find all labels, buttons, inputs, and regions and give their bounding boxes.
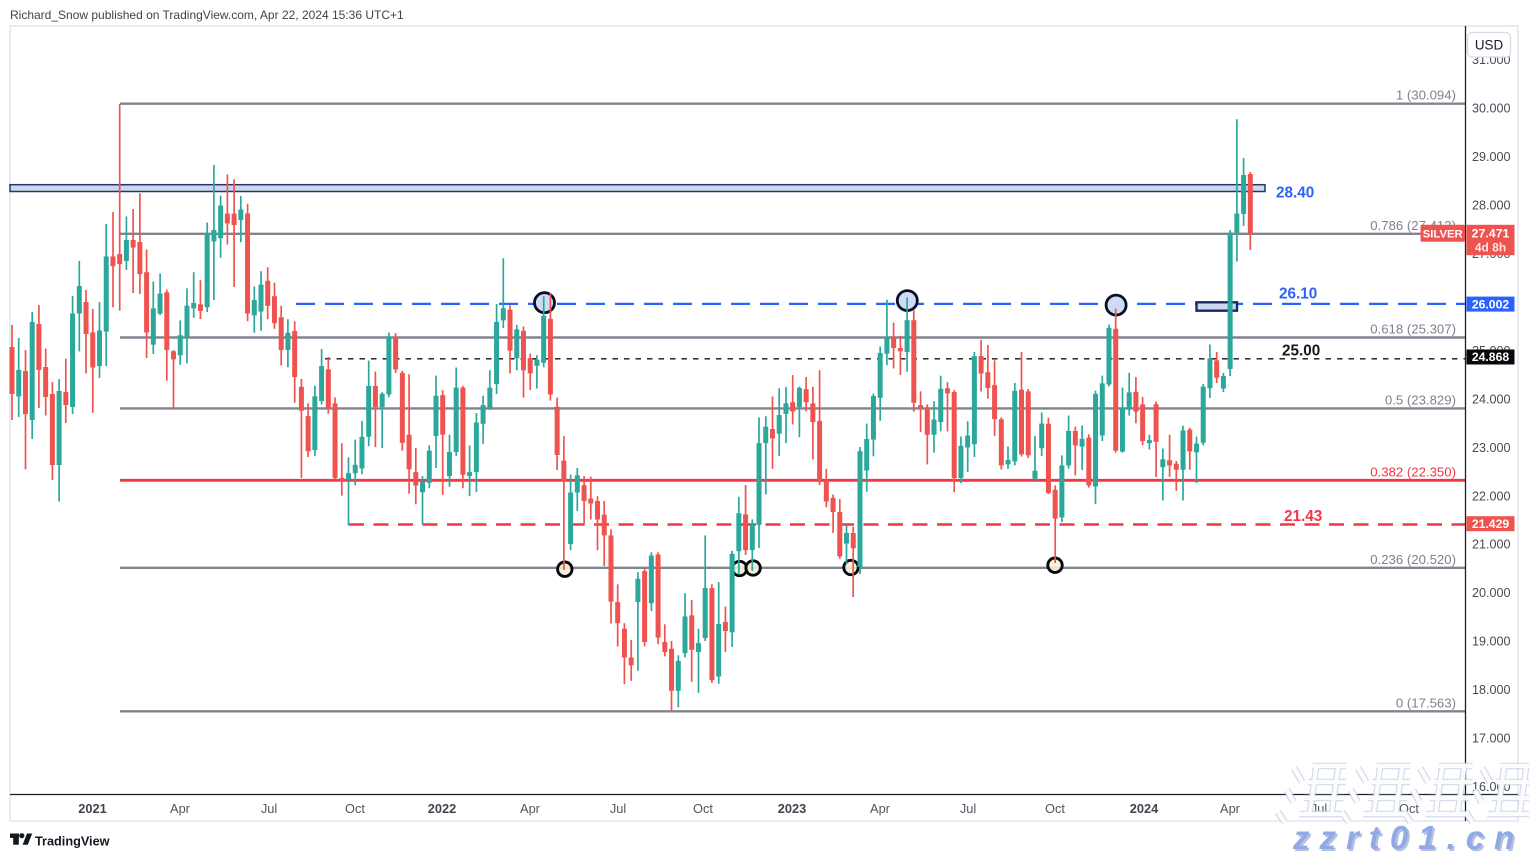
svg-text:Richard_Snow published on Trad: Richard_Snow published on TradingView.co… bbox=[10, 8, 404, 22]
svg-text:4d 8h: 4d 8h bbox=[1475, 240, 1506, 254]
svg-text:0 (17.563): 0 (17.563) bbox=[1396, 695, 1456, 710]
svg-text:1 (30.094): 1 (30.094) bbox=[1396, 88, 1456, 103]
svg-text:2024: 2024 bbox=[1130, 801, 1159, 816]
svg-text:21.000: 21.000 bbox=[1472, 538, 1511, 552]
svg-text:0.236 (20.520): 0.236 (20.520) bbox=[1370, 552, 1456, 567]
svg-text:2022: 2022 bbox=[428, 801, 456, 816]
svg-text:Oct: Oct bbox=[345, 801, 365, 816]
svg-text:SILVER: SILVER bbox=[1423, 228, 1463, 240]
svg-text:28.000: 28.000 bbox=[1472, 199, 1511, 213]
svg-text:Oct: Oct bbox=[693, 801, 713, 816]
svg-text:21.43: 21.43 bbox=[1284, 508, 1322, 525]
svg-text:19.000: 19.000 bbox=[1472, 635, 1511, 649]
svg-text:25.00: 25.00 bbox=[1282, 343, 1320, 360]
svg-text:Jul: Jul bbox=[261, 801, 277, 816]
svg-text:30.000: 30.000 bbox=[1472, 102, 1511, 116]
svg-text:0.618 (25.307): 0.618 (25.307) bbox=[1370, 322, 1456, 337]
svg-text:24.868: 24.868 bbox=[1472, 350, 1509, 364]
svg-text:21.429: 21.429 bbox=[1472, 517, 1509, 531]
svg-text:zzrt01.cn: zzrt01.cn bbox=[1294, 821, 1526, 857]
svg-text:USD: USD bbox=[1475, 38, 1504, 53]
svg-text:TradingView: TradingView bbox=[35, 835, 110, 849]
svg-text:0.5 (23.829): 0.5 (23.829) bbox=[1385, 392, 1456, 407]
svg-text:Apr: Apr bbox=[520, 801, 541, 816]
svg-text:0.382 (22.350): 0.382 (22.350) bbox=[1370, 464, 1456, 479]
svg-text:Apr: Apr bbox=[170, 801, 191, 816]
svg-text:23.000: 23.000 bbox=[1472, 441, 1511, 455]
svg-text:28.40: 28.40 bbox=[1276, 185, 1314, 202]
svg-text:22.000: 22.000 bbox=[1472, 489, 1511, 503]
svg-text:29.000: 29.000 bbox=[1472, 150, 1511, 164]
svg-text:18.000: 18.000 bbox=[1472, 683, 1511, 697]
svg-text:Apr: Apr bbox=[1220, 801, 1241, 816]
svg-text:24.000: 24.000 bbox=[1472, 392, 1511, 406]
svg-text:2023: 2023 bbox=[778, 801, 806, 816]
svg-text:27.471: 27.471 bbox=[1472, 227, 1510, 241]
svg-text:20.000: 20.000 bbox=[1472, 586, 1511, 600]
svg-text:Jul: Jul bbox=[610, 801, 626, 816]
svg-text:2021: 2021 bbox=[78, 801, 106, 816]
svg-text:Jul: Jul bbox=[960, 801, 976, 816]
svg-text:Apr: Apr bbox=[870, 801, 891, 816]
svg-text:zzrt01.cn: zzrt01.cn bbox=[1292, 819, 1524, 856]
svg-text:26.002: 26.002 bbox=[1472, 297, 1509, 311]
svg-text:Oct: Oct bbox=[1045, 801, 1065, 816]
svg-text:17.000: 17.000 bbox=[1472, 732, 1511, 746]
svg-text:26.10: 26.10 bbox=[1279, 286, 1317, 303]
